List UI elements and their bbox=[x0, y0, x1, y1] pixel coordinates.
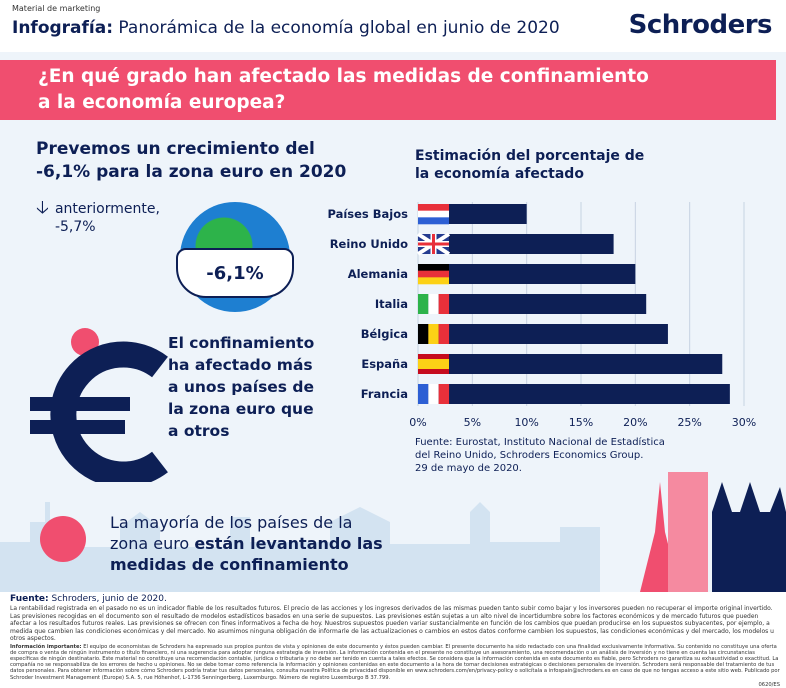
flag-stripe bbox=[418, 264, 449, 271]
face-mask-icon: -6,1% bbox=[176, 248, 294, 298]
mask-icon bbox=[40, 516, 86, 562]
city-skyline bbox=[0, 472, 786, 592]
growth-headline: Prevemos un crecimiento del -6,1% para l… bbox=[36, 138, 346, 184]
confinement-line: ha afectado más bbox=[168, 356, 313, 374]
flag-stripe bbox=[438, 324, 450, 344]
down-arrow-icon: 🡣 bbox=[36, 197, 49, 218]
flag-stripe bbox=[418, 369, 449, 374]
euro-virus-illustration bbox=[30, 328, 168, 482]
category-label: Alemania bbox=[348, 267, 408, 281]
flag-stripe bbox=[438, 294, 450, 314]
disclaimer: La rentabilidad registrada en el pasado … bbox=[10, 605, 774, 642]
flag-stripe bbox=[438, 384, 450, 404]
flag-stripe bbox=[418, 354, 449, 359]
flag-stripe bbox=[418, 384, 429, 404]
flag-stripe bbox=[418, 324, 429, 344]
source-line: del Reino Unido, Schroders Economics Gro… bbox=[415, 450, 644, 461]
source-line: 29 de mayo de 2020. bbox=[415, 463, 522, 474]
category-label: Italia bbox=[375, 297, 408, 311]
confinement-text: El confinamiento ha afectado más a unos … bbox=[168, 332, 314, 442]
flag-stripe bbox=[428, 324, 439, 344]
important-label: Información importante: bbox=[10, 643, 82, 650]
previous-value: -5,7% bbox=[54, 219, 96, 235]
flag-stripe bbox=[428, 384, 439, 404]
banner-line: ¿En qué grado han afectado las medidas d… bbox=[38, 66, 649, 87]
text-bold: medidas de confinamiento bbox=[110, 555, 349, 574]
flag-stripe bbox=[418, 270, 449, 278]
text-bold: están levantando las bbox=[194, 534, 383, 553]
question-banner: ¿En qué grado han afectado las medidas d… bbox=[0, 60, 776, 120]
confinement-line: El confinamiento bbox=[168, 334, 315, 352]
bar-chart: Países Bajos Reino Unido Alemania Italia Bél… bbox=[327, 202, 756, 429]
flag-stripe bbox=[418, 210, 449, 218]
tick-label: 10% bbox=[514, 416, 538, 429]
flag-uk bbox=[418, 234, 449, 254]
category-label: Reino Unido bbox=[330, 237, 408, 251]
source-line: Fuente: Eurostat, Instituto Nacional de … bbox=[415, 437, 665, 448]
sagrada-familia bbox=[712, 482, 786, 592]
category-label: España bbox=[361, 357, 408, 371]
confinement-line: a otros bbox=[168, 422, 230, 440]
chart-source: Fuente: Eurostat, Instituto Nacional de … bbox=[415, 436, 665, 475]
infographic-body: ¿En qué grado han afectado las medidas d… bbox=[0, 52, 786, 592]
flag-stripe bbox=[418, 204, 449, 211]
title-prefix: Infografía: bbox=[12, 18, 114, 38]
confinement-line: a unos países de bbox=[168, 378, 315, 396]
bar bbox=[418, 264, 636, 284]
confinement-line: la zona euro que bbox=[168, 400, 314, 418]
tick-label: 15% bbox=[569, 416, 593, 429]
page-title: Infografía: Panorámica de la economía gl… bbox=[12, 18, 560, 38]
bar bbox=[418, 234, 614, 254]
doc-code: 0620/ES bbox=[758, 681, 780, 688]
flag-stripe bbox=[428, 294, 439, 314]
text-line: La mayoría de los países de la bbox=[110, 513, 353, 532]
euro-icon bbox=[50, 341, 168, 482]
previous-forecast: 🡣 anteriormente, -5,7% bbox=[36, 197, 160, 236]
globe-value: -6,1% bbox=[206, 262, 264, 284]
chart-title: Estimación del porcentaje de la economía… bbox=[415, 148, 645, 182]
category-label: Bélgica bbox=[361, 327, 408, 341]
footer: Fuente: Schroders, junio de 2020. La ren… bbox=[10, 593, 780, 688]
tick-label: 20% bbox=[623, 416, 647, 429]
footer-source-text: Schroders, junio de 2020. bbox=[48, 594, 167, 604]
footer-source-label: Fuente: bbox=[10, 594, 49, 604]
important-text: El equipo de economistas de Schroders ha… bbox=[10, 643, 780, 681]
flag-stripe bbox=[418, 359, 449, 369]
bar bbox=[418, 294, 647, 314]
previous-label: anteriormente, bbox=[54, 201, 160, 217]
category-label: Países Bajos bbox=[327, 207, 408, 221]
headline-line: -6,1% para la zona euro en 2020 bbox=[36, 162, 347, 182]
tick-label: 30% bbox=[732, 416, 756, 429]
marketing-label: Material de marketing bbox=[12, 4, 101, 13]
flag-stripe bbox=[418, 277, 449, 285]
bar bbox=[418, 354, 723, 374]
schroders-logo: Schroders bbox=[628, 10, 773, 40]
bar bbox=[418, 384, 730, 404]
tick-label: 5% bbox=[464, 416, 481, 429]
text-line: zona euro bbox=[110, 534, 195, 553]
footer-source: Fuente: Schroders, junio de 2020. bbox=[10, 593, 780, 605]
flag-stripe bbox=[418, 294, 429, 314]
flag-stripe bbox=[418, 217, 449, 225]
banner-line: a la economía europea? bbox=[38, 92, 286, 113]
pisa-tower bbox=[668, 472, 708, 592]
lifting-measures-text: La mayoría de los países de la zona euro… bbox=[110, 512, 383, 575]
bar bbox=[418, 324, 668, 344]
header: Material de marketing Infografía: Panorá… bbox=[0, 0, 786, 52]
headline-line: Prevemos un crecimiento del bbox=[36, 139, 315, 159]
category-label: Francia bbox=[361, 387, 408, 401]
important-info: Información importante: El equipo de eco… bbox=[10, 644, 780, 681]
tick-label: 25% bbox=[677, 416, 701, 429]
euro-bar bbox=[30, 420, 125, 434]
euro-bar bbox=[30, 397, 130, 411]
tick-label: 0% bbox=[409, 416, 426, 429]
title-text: Panorámica de la economía global en juni… bbox=[113, 18, 560, 38]
